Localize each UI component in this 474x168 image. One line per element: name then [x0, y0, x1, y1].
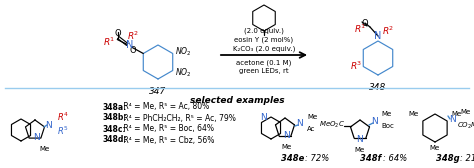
Text: 348f: 348f [360, 154, 382, 163]
Text: $R^5$: $R^5$ [57, 125, 69, 137]
Text: N: N [372, 117, 378, 127]
Text: N: N [283, 132, 291, 140]
Text: : 64%: : 64% [383, 154, 407, 163]
Text: $R^3$: $R^3$ [350, 60, 362, 72]
Text: $R^2$: $R^2$ [127, 29, 139, 42]
Text: N: N [356, 135, 364, 143]
Text: Me: Me [409, 111, 419, 117]
Text: N: N [297, 119, 303, 129]
Text: 348a:: 348a: [103, 102, 127, 112]
Text: Boc: Boc [381, 123, 394, 129]
Text: $MeO_2C$: $MeO_2C$ [319, 120, 345, 130]
Text: $NO_2$: $NO_2$ [175, 45, 191, 58]
Text: Me: Me [381, 111, 391, 117]
Text: 348b:: 348b: [103, 114, 128, 122]
Text: R⁴ = Me, R⁵ = Boc, 64%: R⁴ = Me, R⁵ = Boc, 64% [121, 124, 214, 134]
Text: Me: Me [430, 145, 440, 151]
Text: N: N [374, 31, 382, 41]
Text: 348d:: 348d: [103, 136, 128, 144]
Text: N: N [34, 134, 40, 142]
Text: $NO_2$: $NO_2$ [175, 66, 191, 79]
Text: : 21%: : 21% [460, 154, 474, 163]
Text: O: O [130, 46, 137, 55]
Text: 347: 347 [149, 87, 167, 96]
Text: Ac: Ac [307, 126, 316, 132]
Text: $R^4$: $R^4$ [57, 111, 69, 123]
Text: $R^1$: $R^1$ [354, 23, 366, 35]
Text: selected examples: selected examples [190, 96, 284, 105]
Text: 348g: 348g [436, 154, 460, 163]
Text: $R^1$: $R^1$ [103, 35, 116, 48]
Text: O: O [362, 18, 368, 28]
Text: N: N [450, 116, 456, 124]
Text: 348: 348 [369, 83, 387, 92]
Text: O: O [115, 29, 122, 38]
Text: R⁴ = PhCH₂CH₂, R⁵ = Ac, 79%: R⁴ = PhCH₂CH₂, R⁵ = Ac, 79% [121, 114, 236, 122]
Text: $R^2$: $R^2$ [382, 25, 394, 37]
Text: N: N [126, 40, 133, 51]
Text: N: N [46, 120, 52, 130]
Text: $CO_2Me$: $CO_2Me$ [457, 121, 474, 131]
Text: Me: Me [460, 109, 470, 115]
Text: $R^3$: $R^3$ [250, 0, 262, 2]
Text: acetone (0.1 M)
green LEDs, rt: acetone (0.1 M) green LEDs, rt [237, 59, 292, 74]
Text: Me: Me [451, 111, 461, 117]
Text: (2.0 equiv.)
eosin Y (2 mol%)
K₂CO₃ (2.0 equiv.): (2.0 equiv.) eosin Y (2 mol%) K₂CO₃ (2.0… [233, 28, 295, 52]
Text: Me: Me [39, 146, 49, 152]
Text: N: N [261, 114, 267, 122]
Text: 348e: 348e [282, 154, 305, 163]
Text: Me: Me [307, 114, 317, 120]
Text: Me: Me [355, 147, 365, 153]
Text: : 72%: : 72% [305, 154, 329, 163]
Text: Me: Me [282, 144, 292, 150]
Text: R⁴ = Me, R⁵ = Cbz, 56%: R⁴ = Me, R⁵ = Cbz, 56% [121, 136, 214, 144]
Text: R⁴ = Me, R⁵ = Ac, 80%: R⁴ = Me, R⁵ = Ac, 80% [121, 102, 209, 112]
Text: 348c:: 348c: [103, 124, 127, 134]
